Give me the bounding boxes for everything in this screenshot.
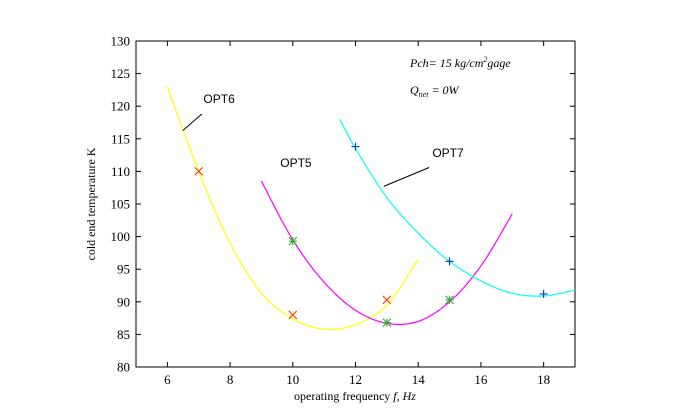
data-point-opt7: [351, 142, 360, 151]
x-tick-label: 8: [227, 372, 234, 387]
leader-line-opt7: [383, 167, 430, 187]
y-tick-label: 85: [117, 327, 130, 342]
series-label-opt6: OPT6: [203, 92, 235, 106]
series-label-opt5: OPT5: [280, 156, 312, 170]
axis-ticks: 6 8 10 12 14 16 18 80 85 90 95 100 105 110 115 120 125 13…: [111, 34, 575, 387]
data-point-opt5: [288, 236, 298, 246]
data-point-opt5: [445, 295, 454, 305]
y-tick-label: 100: [111, 229, 131, 244]
x-tick-label: 16: [474, 372, 488, 387]
series-labels: OPT6 OPT5 OPT7: [182, 92, 464, 187]
y-axis-title: cold end temperature K: [84, 147, 98, 260]
x-tick-label: 12: [349, 372, 362, 387]
y-tick-label: 120: [111, 99, 131, 114]
data-point-opt6: [382, 295, 392, 305]
annotation-pressure: Pch= 15 kg/cm2gage: [409, 55, 511, 70]
y-tick-label: 90: [117, 294, 130, 309]
y-tick-label: 80: [117, 360, 130, 375]
data-point-opt6: [288, 310, 298, 320]
y-tick-label: 130: [111, 34, 131, 49]
series-label-opt7: OPT7: [432, 146, 464, 160]
x-axis-title: operating frequency f, Hz: [294, 389, 416, 403]
y-tick-label: 110: [111, 164, 130, 179]
plot-area: [135, 40, 576, 368]
series-line-opt6: [166, 86, 419, 331]
y-tick-label: 125: [111, 66, 131, 81]
annotation-q-net: Qnet = 0W: [410, 83, 460, 99]
x-tick-label: 6: [164, 372, 171, 387]
leader-line-opt6: [182, 113, 203, 131]
x-tick-label: 14: [412, 372, 426, 387]
data-point-opt5: [382, 318, 392, 328]
data-point-opt6: [194, 167, 204, 176]
data-point-opt7: [445, 257, 454, 266]
y-tick-label: 105: [111, 197, 131, 212]
series-markers: [194, 142, 548, 328]
data-point-opt7: [539, 289, 548, 298]
x-tick-label: 10: [286, 372, 299, 387]
x-tick-label: 18: [537, 372, 550, 387]
y-tick-label: 115: [111, 131, 130, 146]
y-tick-label: 95: [117, 262, 130, 277]
